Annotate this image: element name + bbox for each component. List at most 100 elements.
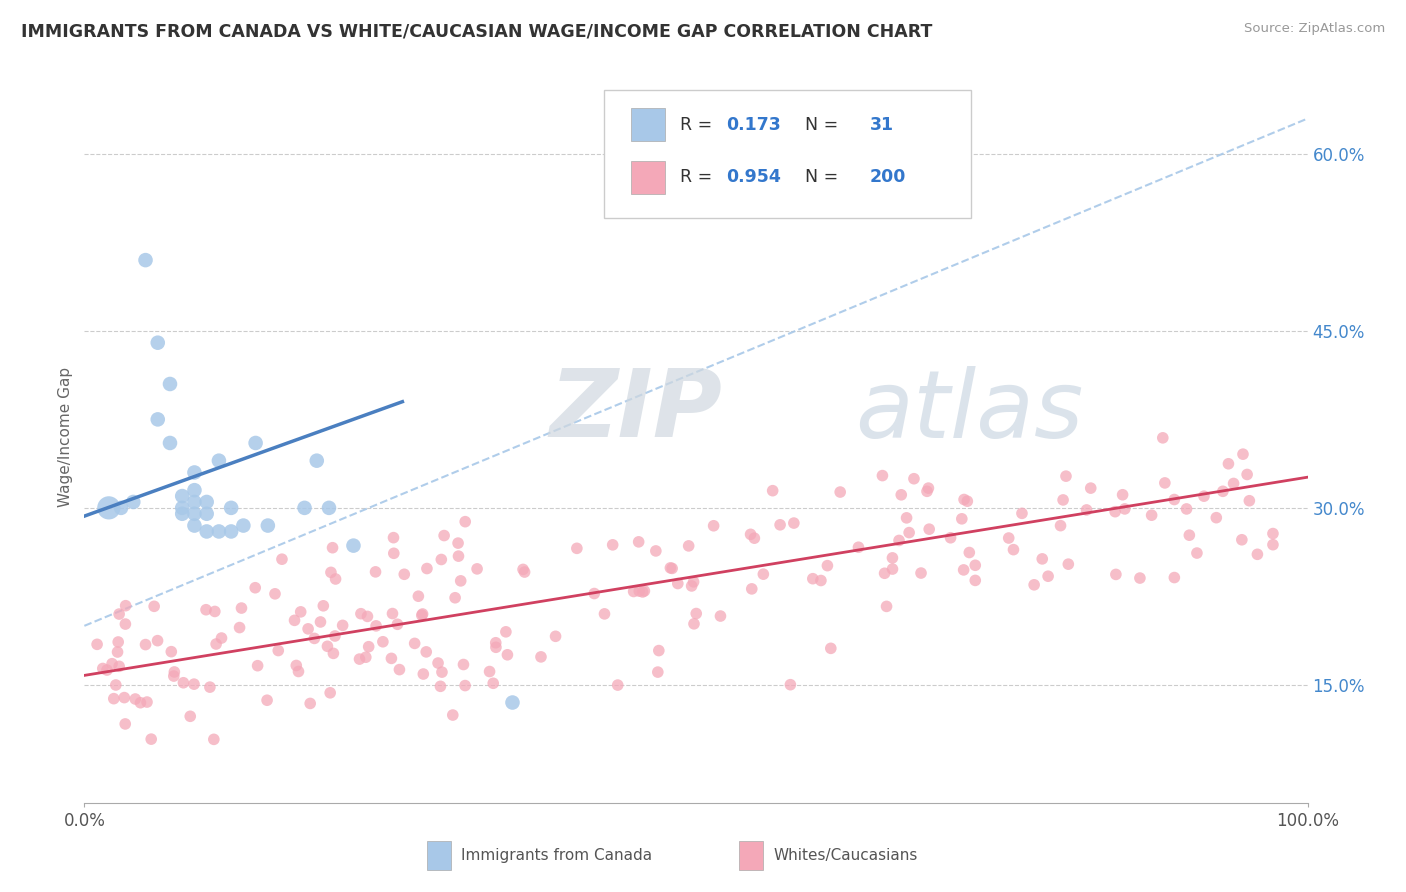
- Point: [830, 485, 852, 500]
- Point: [1080, 481, 1102, 495]
- Text: R =: R =: [681, 116, 718, 134]
- Point: [146, 633, 169, 648]
- Point: [245, 436, 267, 450]
- Point: [485, 636, 508, 650]
- Point: [678, 539, 700, 553]
- Point: [309, 615, 332, 629]
- Point: [371, 634, 394, 648]
- Point: [530, 649, 553, 664]
- Point: [965, 574, 987, 588]
- Point: [783, 516, 806, 530]
- Point: [453, 657, 475, 672]
- Point: [183, 466, 205, 480]
- Point: [267, 643, 290, 657]
- Point: [441, 708, 464, 723]
- Point: [1218, 457, 1240, 471]
- Point: [496, 648, 519, 662]
- Point: [404, 636, 426, 650]
- Text: atlas: atlas: [855, 366, 1083, 457]
- Y-axis label: Wage/Income Gap: Wage/Income Gap: [58, 367, 73, 508]
- Point: [769, 517, 792, 532]
- Point: [1140, 508, 1163, 523]
- Point: [1178, 528, 1201, 542]
- Text: N =: N =: [794, 169, 844, 186]
- Point: [917, 481, 939, 495]
- Point: [183, 495, 205, 509]
- Point: [211, 631, 233, 645]
- Point: [357, 640, 380, 654]
- Point: [316, 640, 339, 654]
- Point: [495, 624, 517, 639]
- Point: [322, 541, 344, 555]
- Point: [882, 550, 904, 565]
- Point: [312, 599, 335, 613]
- Point: [956, 494, 979, 508]
- Point: [429, 679, 451, 693]
- Point: [183, 483, 205, 498]
- Point: [430, 665, 453, 679]
- Point: [198, 680, 221, 694]
- Point: [124, 692, 146, 706]
- Point: [110, 500, 132, 515]
- FancyBboxPatch shape: [631, 161, 665, 194]
- Point: [447, 549, 470, 563]
- Point: [1036, 569, 1059, 583]
- Point: [219, 524, 242, 539]
- Point: [412, 607, 434, 621]
- Point: [350, 607, 373, 621]
- Point: [412, 667, 434, 681]
- Point: [283, 613, 305, 627]
- Point: [319, 686, 342, 700]
- Point: [952, 563, 974, 577]
- Point: [513, 565, 536, 579]
- Point: [965, 558, 987, 573]
- Point: [163, 665, 186, 679]
- Point: [647, 665, 669, 679]
- Point: [356, 609, 378, 624]
- Point: [364, 565, 387, 579]
- FancyBboxPatch shape: [738, 841, 763, 870]
- Point: [257, 518, 280, 533]
- Point: [382, 546, 405, 560]
- Point: [202, 732, 225, 747]
- Point: [427, 656, 450, 670]
- Point: [172, 675, 194, 690]
- Point: [1175, 502, 1198, 516]
- Point: [256, 693, 278, 707]
- Point: [1153, 475, 1175, 490]
- Point: [512, 562, 534, 576]
- Point: [1057, 557, 1080, 571]
- Point: [107, 645, 129, 659]
- Point: [411, 608, 433, 623]
- Point: [195, 495, 218, 509]
- Point: [172, 489, 194, 503]
- Point: [160, 645, 183, 659]
- Point: [304, 632, 326, 646]
- Point: [682, 574, 704, 589]
- Point: [108, 607, 131, 621]
- Point: [96, 663, 118, 677]
- Point: [143, 599, 166, 614]
- Point: [232, 518, 254, 533]
- Point: [953, 492, 976, 507]
- Point: [380, 651, 402, 665]
- Point: [228, 621, 250, 635]
- Text: Immigrants from Canada: Immigrants from Canada: [461, 848, 652, 863]
- Point: [1011, 506, 1033, 520]
- Point: [659, 561, 682, 575]
- Point: [1049, 518, 1071, 533]
- Point: [606, 678, 628, 692]
- Point: [342, 539, 364, 553]
- Point: [744, 531, 766, 545]
- Point: [910, 566, 932, 580]
- Point: [381, 607, 404, 621]
- Text: 0.954: 0.954: [727, 169, 782, 186]
- Point: [264, 587, 287, 601]
- Text: 0.173: 0.173: [727, 116, 782, 134]
- Point: [325, 572, 347, 586]
- Point: [1192, 489, 1215, 503]
- Point: [1261, 538, 1284, 552]
- Point: [1152, 431, 1174, 445]
- Point: [1052, 492, 1074, 507]
- Point: [485, 640, 508, 655]
